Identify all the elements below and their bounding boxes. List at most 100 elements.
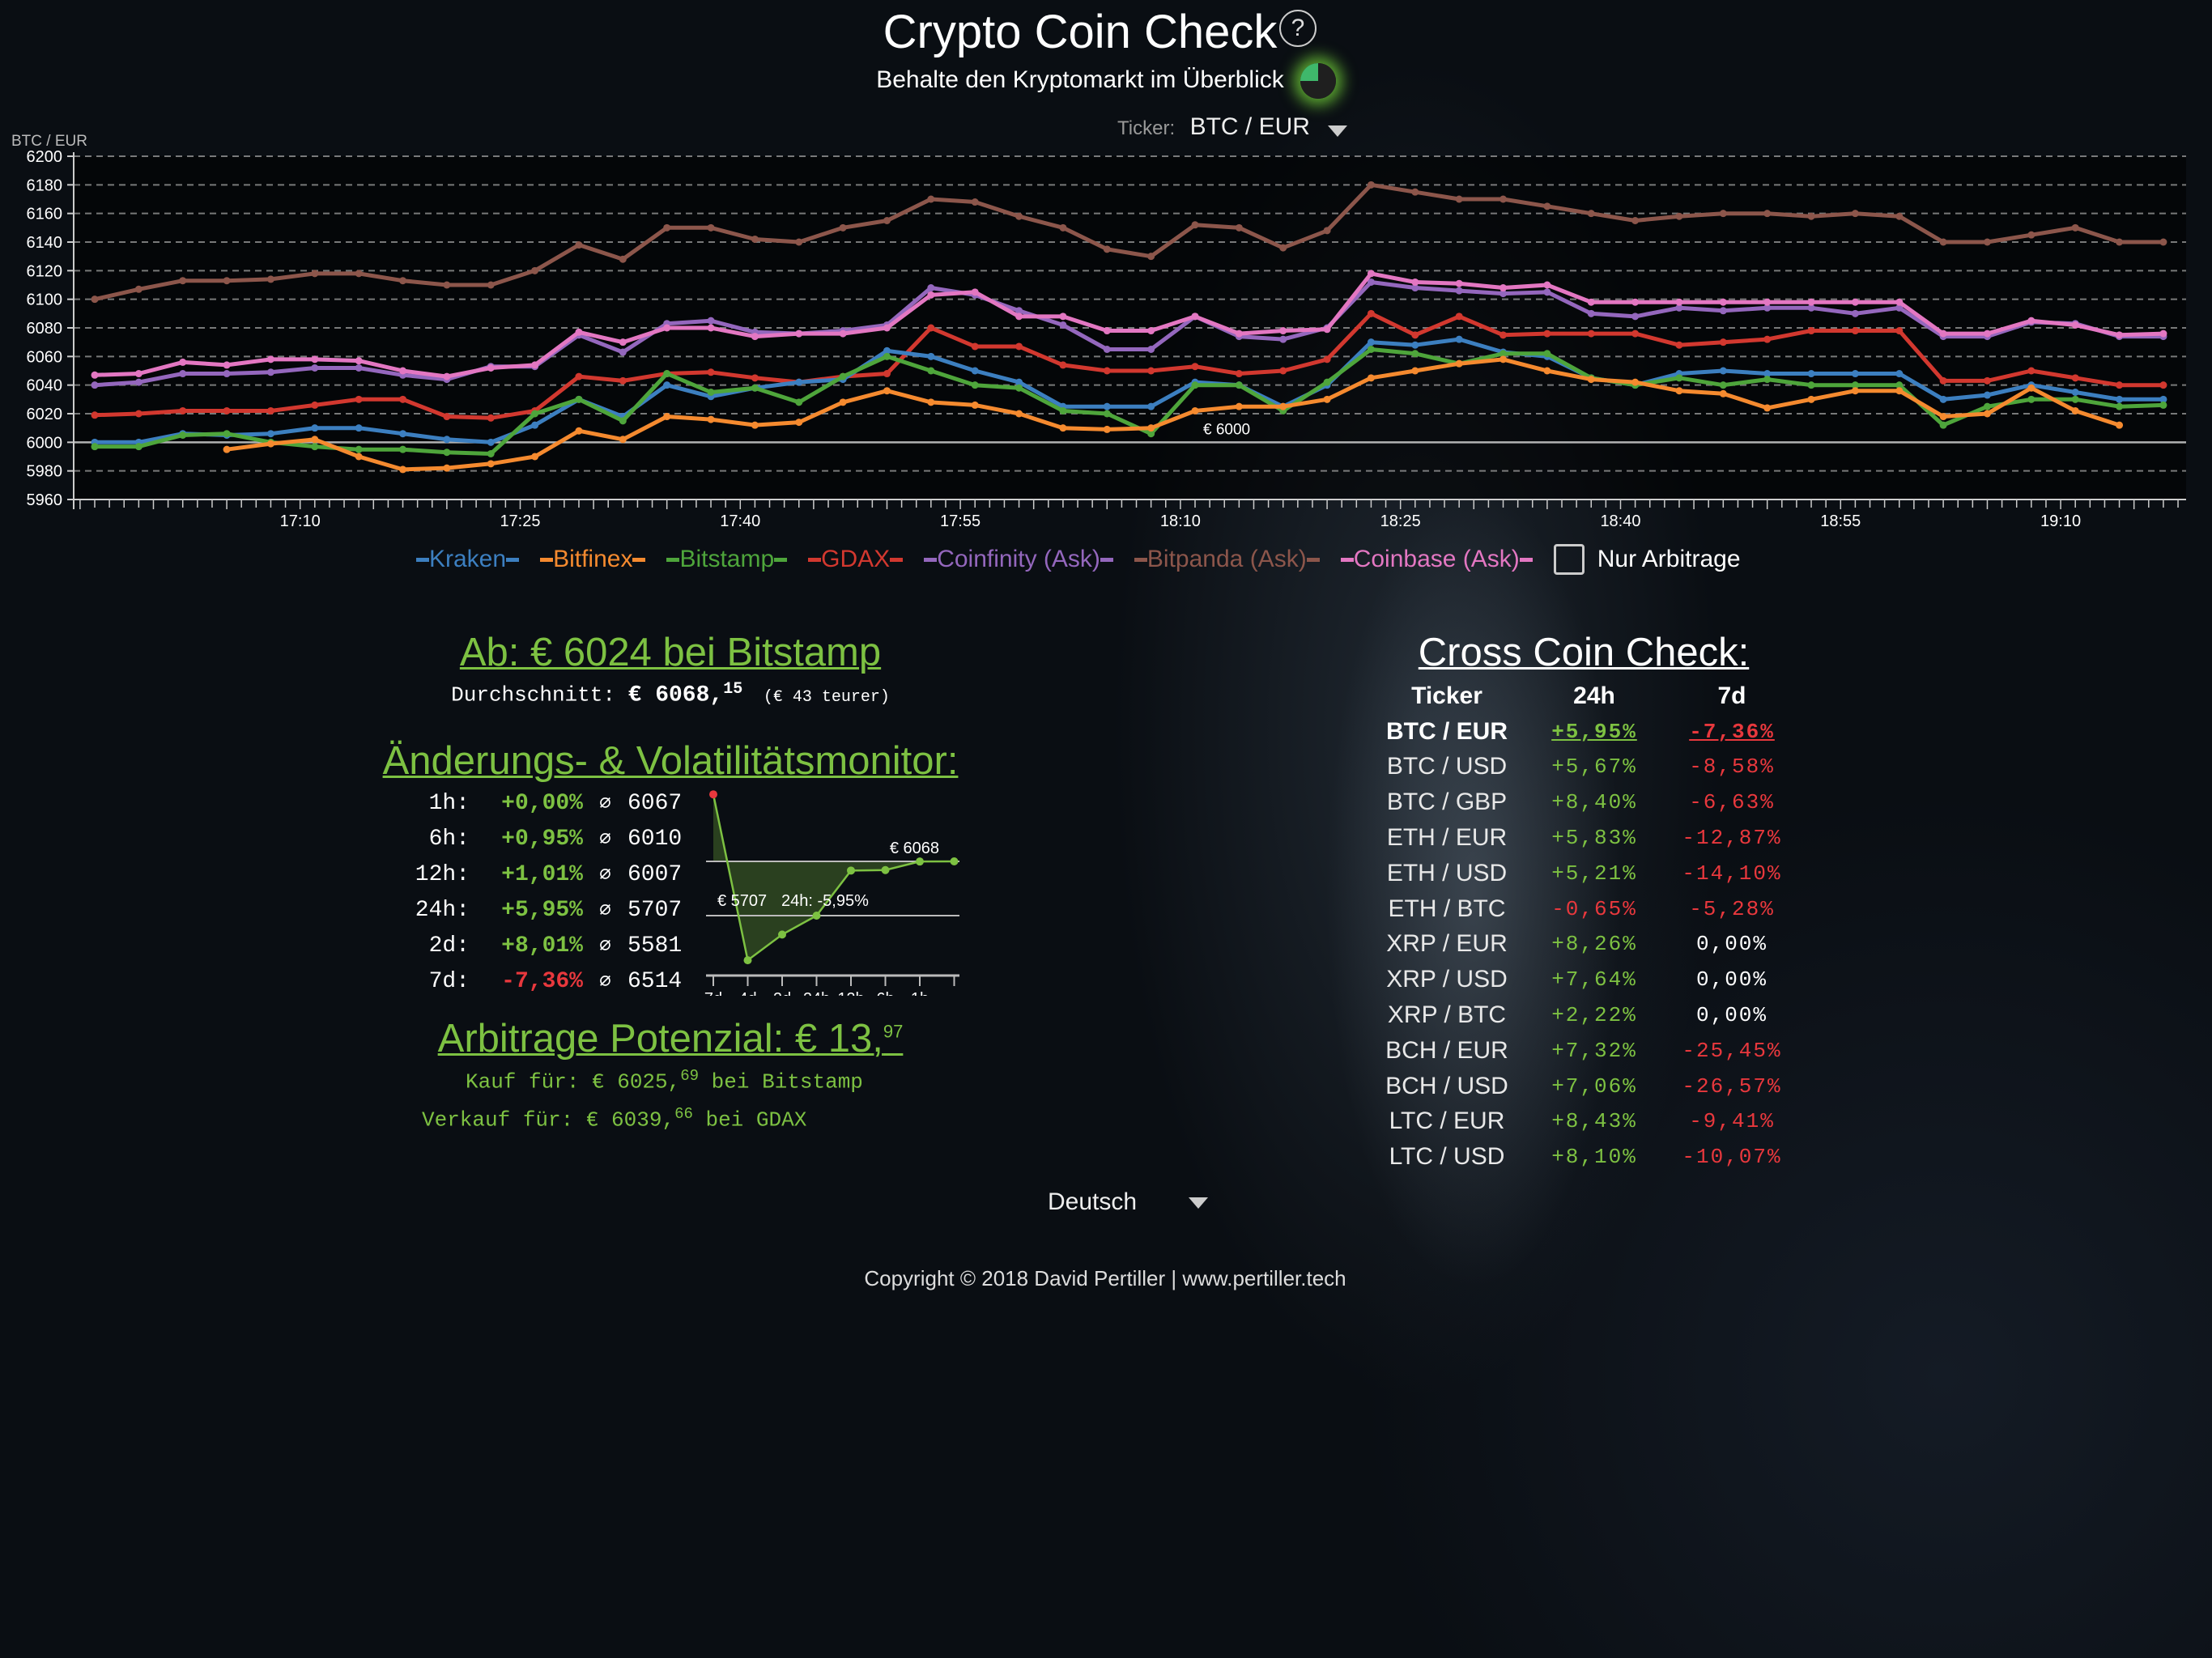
- data-point: [795, 329, 803, 338]
- legend-item[interactable]: GDAX: [808, 546, 904, 573]
- ticker-cell[interactable]: XRP / USD: [1386, 966, 1508, 993]
- data-point: [1763, 404, 1772, 412]
- data-point: [1587, 376, 1595, 384]
- data-point: [1411, 284, 1419, 292]
- arbitrage-only-toggle[interactable]: Nur Arbitrage: [1553, 544, 1741, 575]
- average-price: Durchschnitt: € 6068,15 (€ 43 teurer): [451, 680, 890, 708]
- table-row[interactable]: XRP / BTC +2,22% 0,00%: [1376, 997, 1793, 1033]
- data-point: [91, 411, 99, 419]
- x-tick-label: 18:10: [1160, 512, 1201, 530]
- data-point: [795, 398, 803, 406]
- data-point: [1983, 329, 1991, 338]
- data-point: [1455, 312, 1463, 321]
- table-row[interactable]: LTC / EUR +8,43% -9,41%: [1376, 1104, 1793, 1140]
- average-value: 6067: [627, 790, 683, 816]
- data-point: [487, 363, 495, 372]
- chevron-down-icon[interactable]: [1189, 1197, 1209, 1209]
- ticker-value[interactable]: BTC / EUR: [1189, 113, 1310, 140]
- x-tick-label: 17:55: [940, 512, 981, 530]
- y-axis-label: BTC / EUR: [11, 133, 87, 150]
- data-point: [971, 381, 979, 389]
- x-tick-label: 18:55: [1820, 512, 1861, 530]
- data-point: [1411, 331, 1419, 339]
- data-point: [1103, 425, 1111, 433]
- data-point: [883, 370, 891, 378]
- table-row[interactable]: XRP / USD +7,64% 0,00%: [1376, 962, 1793, 997]
- data-point: [1147, 253, 1155, 261]
- table-row[interactable]: ETH / USD +5,21% -14,10%: [1376, 856, 1793, 891]
- language-select[interactable]: Deutsch: [1048, 1188, 1209, 1216]
- average-value: 5707: [627, 897, 683, 923]
- ticker-cell[interactable]: BTC / EUR: [1386, 717, 1508, 745]
- data-point: [1895, 304, 1904, 312]
- ticker-select[interactable]: Ticker: BTC / EUR: [1117, 113, 1348, 141]
- data-point: [1543, 367, 1551, 375]
- ticker-cell[interactable]: ETH / EUR: [1386, 824, 1508, 852]
- data-point: [2159, 401, 2167, 409]
- ticker-cell[interactable]: XRP / EUR: [1386, 930, 1508, 958]
- legend-item[interactable]: Bitpanda (Ask): [1134, 546, 1320, 573]
- help-icon[interactable]: ?: [1279, 10, 1317, 47]
- table-row[interactable]: LTC / USD +8,10% -10,07%: [1376, 1139, 1793, 1175]
- legend-item[interactable]: Coinbase (Ask): [1340, 546, 1533, 573]
- data-point: [663, 370, 671, 378]
- table-row[interactable]: BCH / USD +7,06% -26,57%: [1376, 1069, 1793, 1104]
- ticker-cell[interactable]: XRP / BTC: [1387, 1001, 1507, 1029]
- data-point: [1763, 376, 1772, 384]
- data-point: [266, 440, 274, 448]
- y-tick-label: 6040: [27, 377, 63, 395]
- legend-label: GDAX: [821, 546, 891, 572]
- data-point: [531, 266, 539, 274]
- checkbox[interactable]: [1553, 544, 1585, 575]
- legend-swatch: [774, 557, 788, 562]
- ticker-cell[interactable]: BCH / EUR: [1385, 1036, 1508, 1064]
- ticker-cell[interactable]: ETH / USD: [1386, 859, 1508, 886]
- data-point: [1807, 304, 1815, 312]
- table-row[interactable]: BTC / GBP +8,40% -6,63%: [1376, 784, 1793, 820]
- change-7d-cell: 0,00%: [1695, 932, 1767, 957]
- buy-exchange: bei Bitstamp: [699, 1069, 863, 1095]
- data-point: [1279, 244, 1287, 252]
- data-point: [1191, 406, 1199, 414]
- data-point: [663, 324, 671, 332]
- data-point: [1103, 327, 1111, 335]
- ticker-cell[interactable]: BTC / GBP: [1386, 789, 1508, 816]
- legend-item[interactable]: Bitfinex: [540, 546, 646, 573]
- table-row[interactable]: XRP / EUR +8,26% 0,00%: [1376, 927, 1793, 963]
- data-point: [266, 368, 274, 376]
- ticker-cell[interactable]: LTC / EUR: [1389, 1107, 1505, 1135]
- table-row[interactable]: ETH / BTC -0,65% -5,28%: [1376, 891, 1793, 927]
- chevron-down-icon[interactable]: [1328, 125, 1348, 137]
- data-point: [487, 460, 495, 468]
- data-point: [1411, 188, 1419, 196]
- ticker-cell[interactable]: ETH / BTC: [1388, 895, 1506, 922]
- legend-label: Kraken: [429, 546, 507, 572]
- table-row[interactable]: BTC / USD +5,67% -8,58%: [1376, 750, 1793, 785]
- table-row[interactable]: BTC / EUR +5,95% -7,36%: [1376, 714, 1793, 750]
- ticker-cell[interactable]: BTC / USD: [1386, 753, 1508, 780]
- data-point: [355, 357, 363, 365]
- data-point: [1983, 402, 1991, 410]
- legend-item[interactable]: Bitstamp: [666, 546, 788, 573]
- language-value[interactable]: Deutsch: [1048, 1188, 1138, 1215]
- table-row[interactable]: BCH / EUR +7,32% -25,45%: [1376, 1033, 1793, 1069]
- data-point: [1015, 378, 1023, 386]
- change-7d-cell: -10,07%: [1682, 1145, 1782, 1170]
- data-point: [355, 363, 363, 372]
- y-tick-label: 6060: [27, 348, 63, 366]
- legend-item[interactable]: Coinfinity (Ask): [924, 546, 1113, 573]
- data-point: [751, 421, 759, 429]
- change-percent: +5,95%: [501, 897, 583, 923]
- table-row[interactable]: ETH / EUR +5,83% -12,87%: [1376, 820, 1793, 856]
- data-point: [1719, 298, 1727, 306]
- data-point: [839, 329, 847, 338]
- y-tick-label: 5960: [27, 491, 63, 509]
- data-point: [1587, 210, 1595, 218]
- ticker-cell[interactable]: BCH / USD: [1385, 1072, 1508, 1099]
- data-point: [927, 291, 935, 299]
- legend-item[interactable]: Kraken: [416, 546, 520, 573]
- ticker-cell[interactable]: LTC / USD: [1389, 1143, 1505, 1171]
- data-point: [1279, 327, 1287, 335]
- data-point: [266, 430, 274, 438]
- data-point: [1147, 346, 1155, 353]
